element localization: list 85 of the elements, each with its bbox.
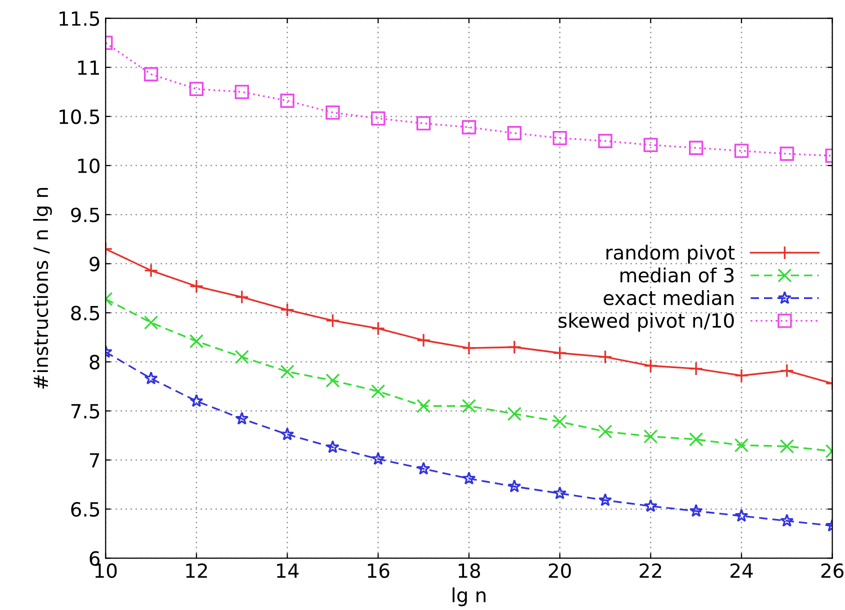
point bbox=[371, 111, 386, 126]
x-tick-label: 16 bbox=[368, 563, 390, 578]
point bbox=[371, 321, 386, 336]
point bbox=[280, 302, 294, 317]
point bbox=[644, 429, 658, 444]
x-tick-label: 18 bbox=[458, 563, 480, 578]
point bbox=[235, 412, 249, 425]
point bbox=[234, 290, 249, 304]
x-tick-label: 20 bbox=[548, 563, 571, 578]
point bbox=[189, 82, 204, 96]
point bbox=[416, 462, 430, 475]
point bbox=[144, 315, 158, 330]
point bbox=[190, 394, 204, 407]
point bbox=[462, 341, 476, 356]
point bbox=[689, 504, 703, 517]
point bbox=[507, 340, 522, 354]
y-tick-label: 11.5 bbox=[60, 12, 100, 26]
point bbox=[644, 138, 658, 152]
point bbox=[734, 144, 749, 158]
y-axis-title: #instructions / n lg n bbox=[33, 188, 52, 389]
point bbox=[552, 414, 567, 429]
point bbox=[144, 67, 158, 82]
y-tick-label: 8 bbox=[90, 354, 100, 370]
point bbox=[780, 364, 794, 378]
point bbox=[416, 333, 431, 348]
point bbox=[780, 146, 794, 161]
point bbox=[734, 508, 748, 522]
point bbox=[462, 398, 476, 414]
point bbox=[598, 350, 612, 364]
point bbox=[688, 432, 704, 446]
y-tick-label: 10.5 bbox=[60, 109, 100, 124]
legend-label: exact median bbox=[604, 290, 734, 306]
point bbox=[280, 427, 294, 440]
point bbox=[734, 438, 749, 452]
point bbox=[326, 314, 340, 328]
point bbox=[780, 439, 794, 454]
point bbox=[508, 479, 522, 492]
x-tick-label: 12 bbox=[186, 563, 207, 578]
x-tick-label: 24 bbox=[730, 563, 753, 578]
y-tick-label: 9 bbox=[90, 256, 100, 272]
point bbox=[416, 398, 431, 414]
point bbox=[598, 493, 612, 506]
point bbox=[598, 424, 612, 439]
point bbox=[144, 263, 158, 278]
point bbox=[644, 499, 658, 512]
point bbox=[780, 514, 794, 527]
x-axis-title: lg n bbox=[452, 587, 486, 606]
y-tick-label: 7 bbox=[90, 453, 100, 468]
y-tick-label: 10 bbox=[78, 158, 100, 174]
y-tick-label: 8.5 bbox=[71, 306, 100, 320]
point bbox=[462, 472, 476, 485]
point bbox=[371, 452, 385, 465]
point bbox=[371, 384, 386, 398]
point bbox=[688, 140, 704, 155]
legend-label: median of 3 bbox=[620, 267, 734, 283]
point bbox=[598, 134, 612, 148]
point bbox=[553, 486, 567, 500]
point bbox=[552, 130, 567, 146]
y-tick-label: 11 bbox=[78, 60, 99, 75]
point bbox=[688, 362, 704, 376]
x-tick-label: 26 bbox=[821, 563, 844, 578]
point bbox=[416, 116, 431, 130]
point bbox=[326, 373, 340, 388]
point bbox=[552, 346, 567, 360]
point bbox=[507, 406, 522, 421]
legend-label: random pivot bbox=[606, 244, 735, 264]
y-tick-label: 6.5 bbox=[71, 502, 100, 517]
point bbox=[189, 279, 204, 294]
legend-label: skewed pivot n/10 bbox=[558, 312, 734, 332]
y-tick-label: 7.5 bbox=[71, 404, 100, 419]
point bbox=[326, 440, 340, 454]
point bbox=[280, 94, 294, 108]
point bbox=[144, 371, 158, 384]
point bbox=[234, 350, 249, 364]
point bbox=[507, 126, 522, 140]
x-tick-label: 14 bbox=[277, 564, 299, 578]
y-tick-label: 9.5 bbox=[71, 208, 100, 222]
x-tick-label: 22 bbox=[640, 563, 662, 578]
point bbox=[234, 84, 249, 99]
point bbox=[734, 368, 749, 383]
point bbox=[326, 105, 340, 120]
point bbox=[462, 120, 476, 134]
point bbox=[189, 334, 204, 348]
point bbox=[644, 358, 658, 373]
point bbox=[280, 364, 294, 379]
